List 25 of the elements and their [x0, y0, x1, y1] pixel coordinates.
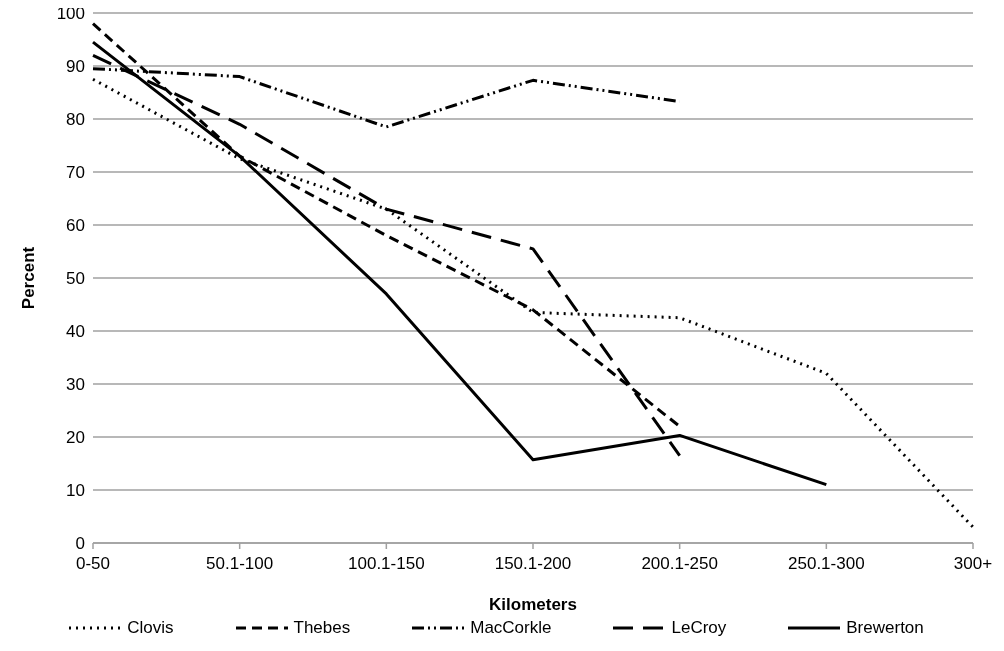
y-tick-label: 20 — [66, 428, 85, 448]
y-tick-label: 40 — [66, 322, 85, 342]
y-tick-label: 30 — [66, 375, 85, 395]
y-tick-label: 0 — [75, 534, 85, 554]
x-axis-title: Kilometers — [489, 595, 577, 614]
y-tick-label: 100 — [56, 4, 85, 24]
legend-label: Brewerton — [846, 618, 924, 638]
y-axis-title: Percent — [19, 246, 39, 310]
x-tick-label: 0-50 — [75, 554, 111, 574]
x-tick-label: 300+ — [953, 554, 993, 574]
y-tick-label: 10 — [66, 481, 85, 501]
y-tick-label: 60 — [66, 216, 85, 236]
legend-label: LeCroy — [671, 618, 727, 638]
legend-label: MacCorkle — [470, 618, 552, 638]
legend-label: Thebes — [293, 618, 351, 638]
y-tick-label: 80 — [66, 110, 85, 130]
y-tick-label: 90 — [66, 57, 85, 77]
x-tick-label: 250.1-300 — [788, 554, 865, 574]
x-tick-label: 50.1-100 — [206, 554, 274, 574]
y-tick-label: 50 — [66, 269, 85, 289]
y-tick-label: 70 — [66, 163, 85, 183]
x-tick-label: 150.1-200 — [494, 554, 572, 574]
x-tick-label: 200.1-250 — [641, 554, 718, 574]
x-tick-label: 100.1-150 — [348, 554, 425, 574]
legend-label: Clovis — [127, 618, 174, 638]
